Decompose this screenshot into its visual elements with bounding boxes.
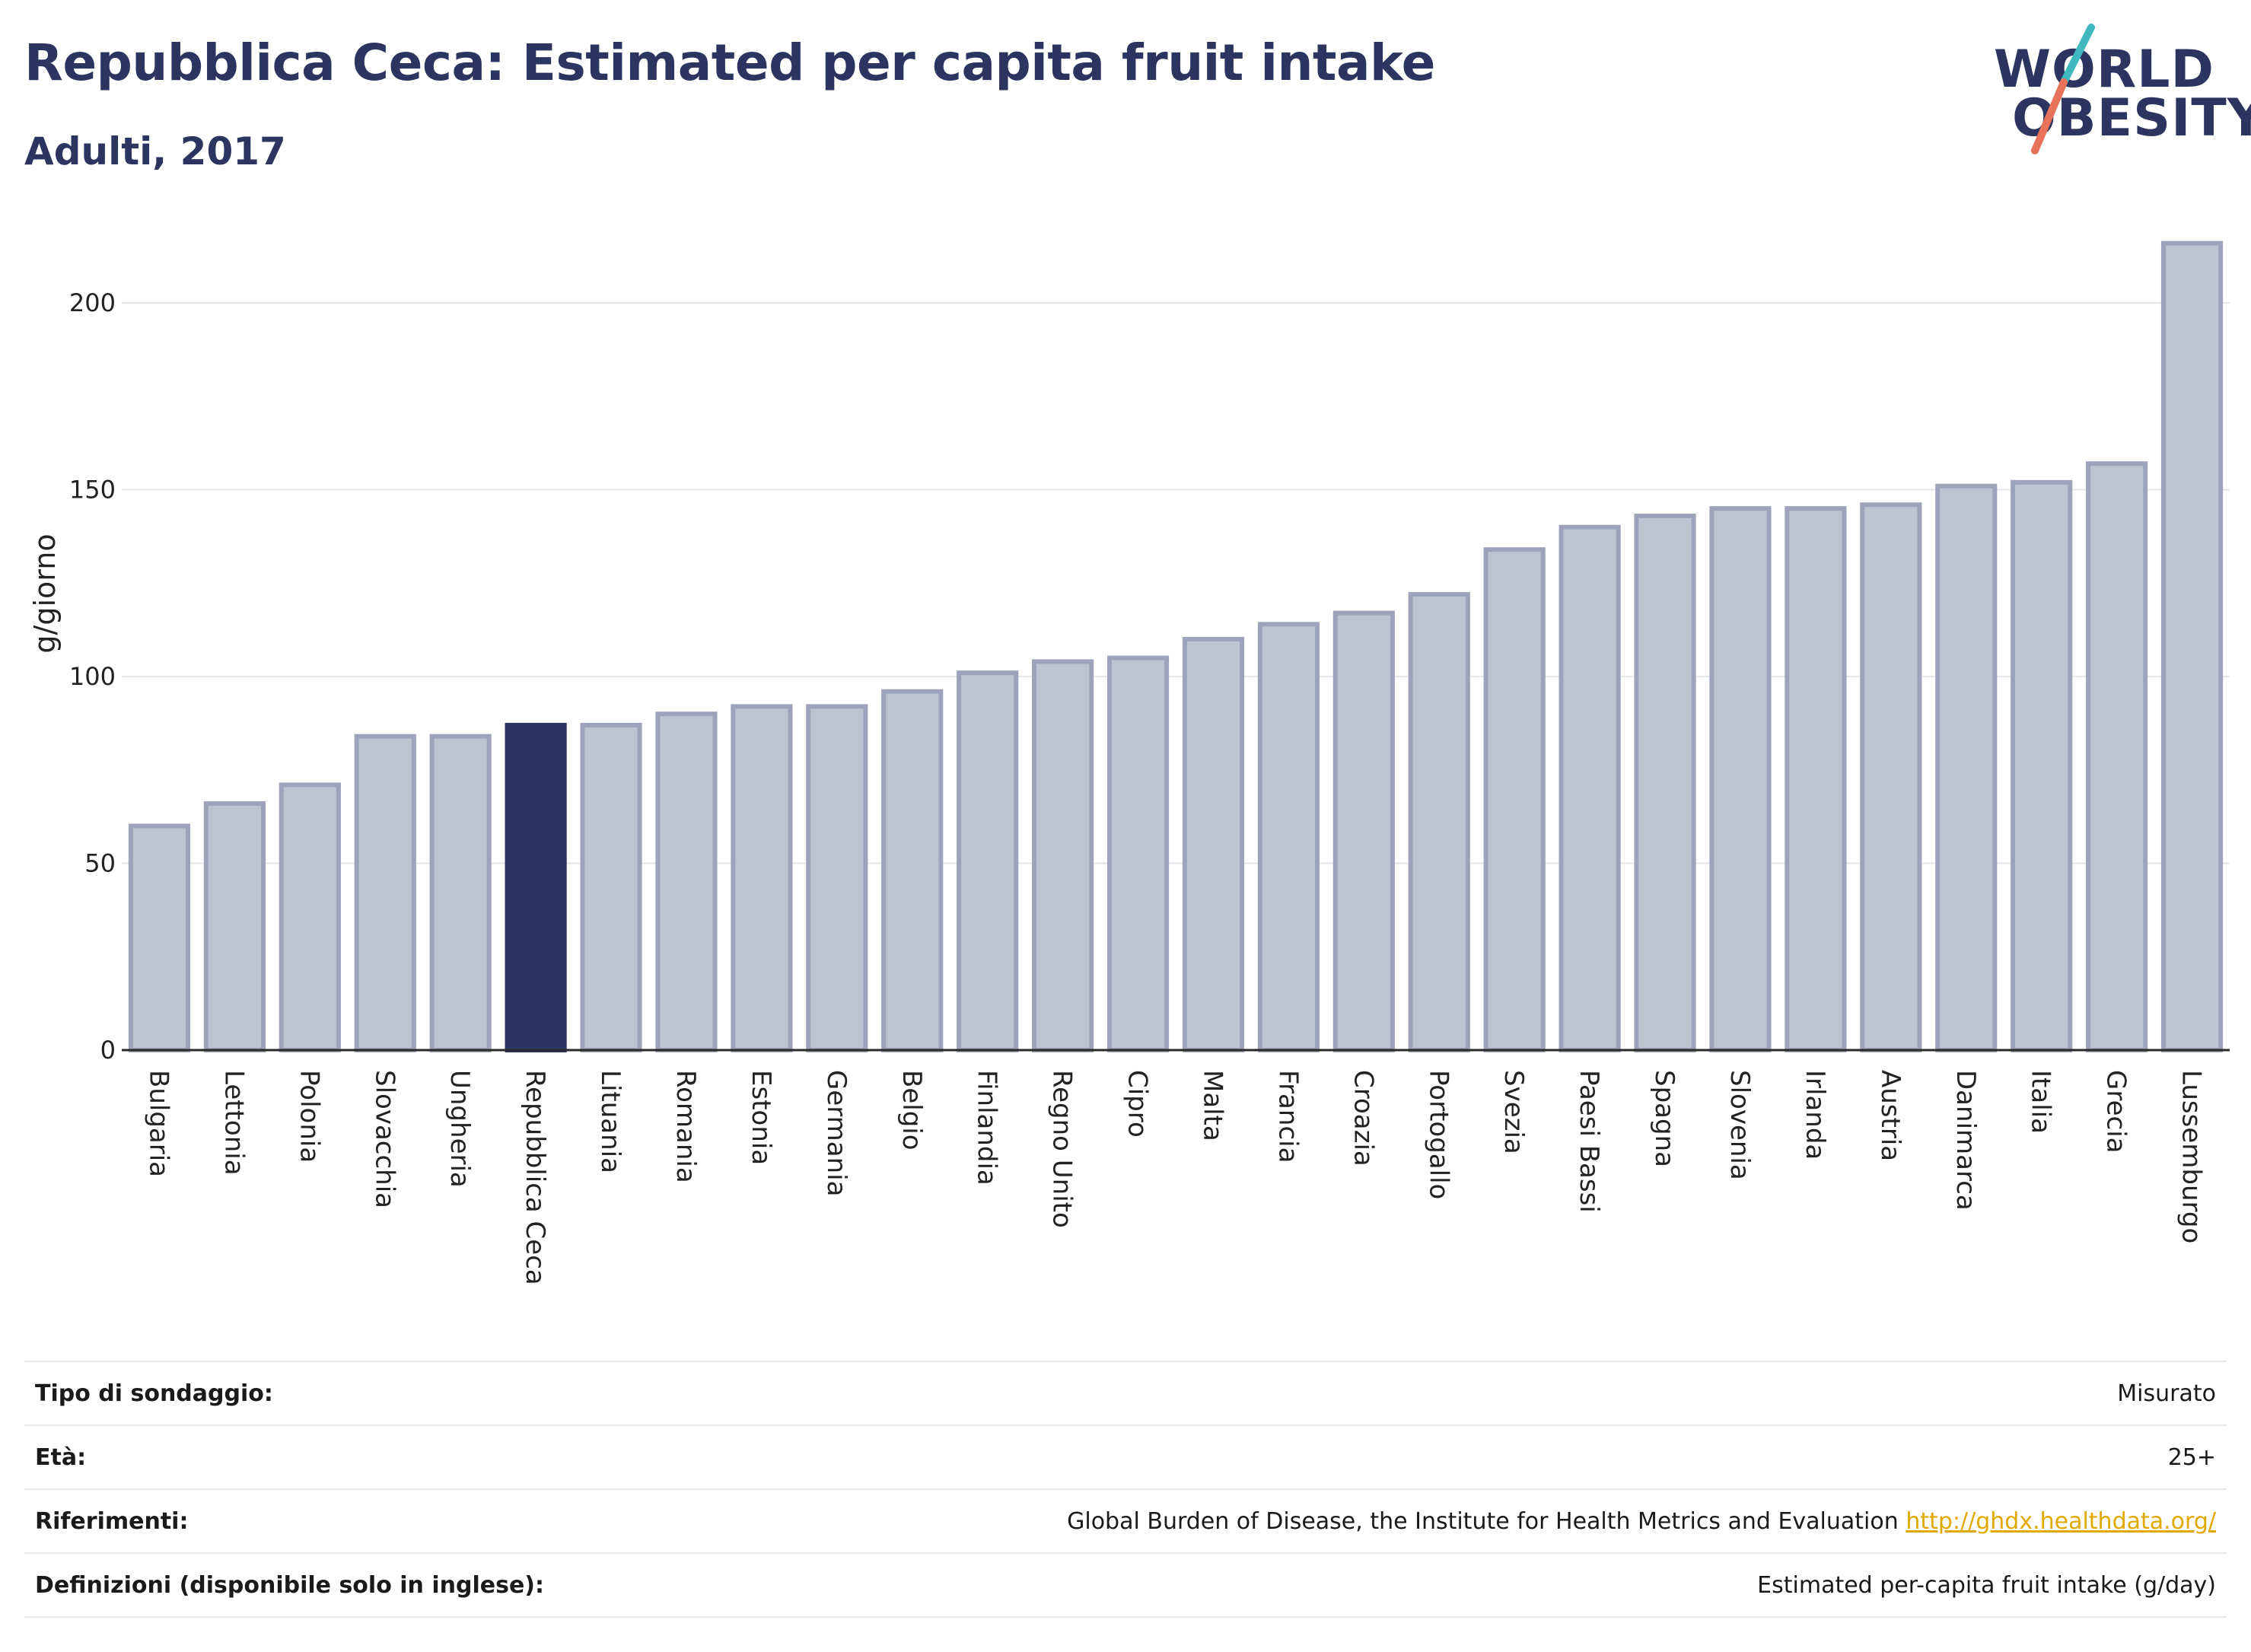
bar	[354, 734, 416, 1052]
x-tick-label: Lussemburgo	[2176, 1070, 2207, 1243]
meta-row-survey: Tipo di sondaggio: Misurato	[24, 1361, 2227, 1424]
x-tick-label: Portogallo	[1423, 1070, 1453, 1199]
x-tick-label: Spagna	[1649, 1070, 1679, 1167]
y-axis-ticks: 0 50 100 150 200	[69, 288, 116, 1065]
bar	[1032, 659, 1094, 1052]
meta-label: Definizioni (disponibile solo in inglese…	[35, 1571, 544, 1599]
meta-row-definitions: Definizioni (disponibile solo in inglese…	[24, 1552, 2227, 1618]
y-tick-label: 150	[69, 476, 116, 505]
meta-value: Misurato	[2117, 1380, 2216, 1407]
bar	[1634, 514, 1696, 1052]
y-tick-label: 200	[69, 288, 116, 317]
reference-link[interactable]: http://ghdx.healthdata.org/	[1906, 1507, 2216, 1535]
bar	[2086, 461, 2148, 1052]
x-tick-label: Grecia	[2101, 1070, 2132, 1153]
meta-value-references: Global Burden of Disease, the Institute …	[1067, 1508, 2227, 1535]
x-tick-label: Paesi Bassi	[1574, 1070, 1604, 1213]
x-tick-label: Bulgaria	[143, 1070, 174, 1177]
x-tick-label: Germania	[821, 1070, 852, 1196]
x-tick-label: Malta	[1197, 1070, 1227, 1141]
meta-label: Riferimenti:	[35, 1507, 189, 1535]
bar	[1106, 655, 1170, 1052]
bar-chart: 0 50 100 150 200 Bulgaria Lettonia Polonia Slov…	[28, 240, 2230, 1285]
x-tick-label: Lettonia	[218, 1070, 249, 1176]
x-tick-label: Regno Unito	[1047, 1070, 1078, 1228]
x-tick-label: Croazia	[1348, 1070, 1378, 1167]
bar	[203, 801, 266, 1052]
x-tick-label: Svezia	[1498, 1070, 1529, 1154]
bars	[122, 240, 2230, 1053]
x-tick-label: Francia	[1272, 1070, 1303, 1163]
bar	[2011, 479, 2073, 1052]
bar	[128, 823, 191, 1053]
meta-value: Estimated per-capita fruit intake (g/day…	[1757, 1571, 2216, 1599]
x-tick-label: Romania	[670, 1070, 701, 1183]
meta-row-age: Età: 25+	[24, 1424, 2227, 1488]
bar	[1935, 483, 1998, 1052]
bar	[881, 689, 944, 1053]
x-tick-label: Finlandia	[972, 1070, 1002, 1186]
meta-row-references: Riferimenti: Global Burden of Disease, t…	[24, 1488, 2227, 1552]
bar	[1860, 502, 1922, 1052]
x-tick-label: Italia	[2026, 1070, 2056, 1134]
x-tick-label: Irlanda	[1800, 1070, 1830, 1160]
y-tick-label: 0	[100, 1036, 116, 1065]
bar	[1483, 547, 1546, 1052]
bar	[1408, 592, 1470, 1052]
x-tick-label: Slovenia	[1724, 1070, 1755, 1180]
bar	[1182, 637, 1245, 1052]
bar	[279, 782, 341, 1053]
y-tick-label: 100	[69, 662, 116, 691]
x-axis-labels: Bulgaria Lettonia Polonia Slovacchia Ungheri…	[143, 1070, 2206, 1285]
meta-label: Età:	[35, 1444, 87, 1471]
x-tick-label: Polonia	[294, 1070, 324, 1163]
logo-line-1: WORLD	[1994, 40, 2214, 100]
x-tick-label: Slovacchia	[369, 1070, 400, 1208]
bar	[1559, 524, 1621, 1052]
y-axis-label: g/giorno	[28, 533, 62, 653]
bar	[1257, 622, 1320, 1052]
x-tick-label: Estonia	[746, 1070, 776, 1165]
x-tick-label: Repubblica Ceca	[520, 1070, 550, 1285]
bar	[429, 734, 492, 1052]
bar-highlighted	[505, 722, 567, 1053]
logo-slash-icon	[2031, 24, 2095, 154]
metadata-table: Tipo di sondaggio: Misurato Età: 25+ Rif…	[24, 1361, 2227, 1618]
y-tick-label: 50	[84, 849, 116, 878]
x-tick-label: Austria	[1875, 1070, 1906, 1161]
bar	[1785, 506, 1847, 1052]
bar	[580, 722, 642, 1053]
chart-subtitle: Adulti, 2017	[24, 129, 286, 173]
x-tick-label: Belgio	[896, 1070, 927, 1151]
bar	[1709, 506, 1772, 1052]
bar	[731, 704, 793, 1052]
x-tick-label: Lituania	[595, 1070, 626, 1173]
meta-value: 25+	[2167, 1444, 2216, 1471]
chart-title: Repubblica Ceca: Estimated per capita fr…	[24, 33, 1435, 92]
x-tick-label: Cipro	[1122, 1070, 1153, 1138]
x-tick-label: Danimarca	[1950, 1070, 1981, 1211]
bar	[2160, 240, 2224, 1052]
bar	[957, 670, 1019, 1052]
reference-text: Global Burden of Disease, the Institute …	[1067, 1507, 1899, 1535]
meta-label: Tipo di sondaggio:	[35, 1380, 273, 1407]
bar	[806, 704, 868, 1052]
x-tick-label: Ungheria	[444, 1070, 475, 1188]
bar	[655, 711, 718, 1052]
bar	[1332, 610, 1395, 1052]
world-obesity-logo[interactable]: WORLD OBESITY	[1979, 21, 2251, 158]
